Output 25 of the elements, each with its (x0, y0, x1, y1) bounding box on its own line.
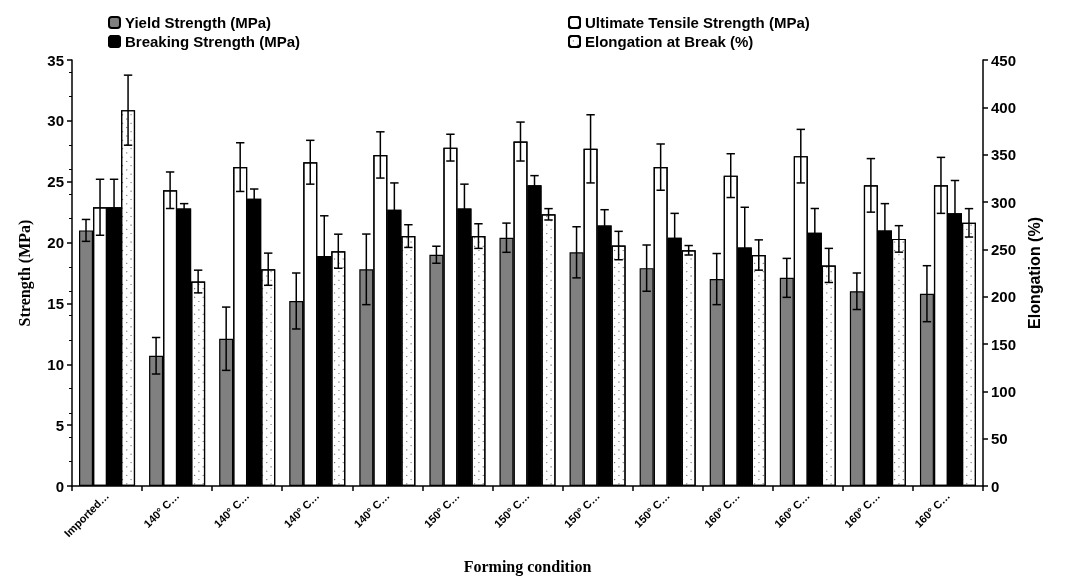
y-axis-title: Strength (MPa) (15, 219, 34, 327)
legend-label: Ultimate Tensile Strength (MPa) (585, 14, 810, 31)
y2-axis-title: Elongation (%) (1026, 217, 1044, 329)
y-tick-label: 20 (47, 234, 64, 252)
legend-label: Yield Strength (MPa) (125, 14, 272, 31)
y2-tick-label: 450 (991, 51, 1017, 69)
y-tick-label: 10 (47, 355, 64, 373)
y2-tick-label: 350 (991, 146, 1017, 164)
y2-tick-label: 0 (991, 477, 1000, 495)
y2-tick-label: 250 (991, 240, 1017, 258)
legend-label: Elongation at Break (%) (585, 33, 754, 50)
y-tick-label: 25 (47, 173, 64, 191)
x-axis-title: Forming condition (463, 557, 592, 576)
y2-tick-label: 200 (991, 288, 1017, 306)
y2-tick-label: 400 (991, 98, 1017, 116)
y2-tick-label: 50 (991, 430, 1008, 448)
y-tick-label: 5 (55, 416, 64, 434)
y-tick-label: 35 (47, 51, 64, 69)
legend-label: Breaking Strength (MPa) (125, 33, 301, 50)
y-tick-label: 0 (55, 477, 64, 495)
y-tick-label: 15 (47, 294, 64, 312)
y2-tick-label: 150 (991, 335, 1017, 353)
y-tick-label: 30 (47, 112, 64, 130)
y2-tick-label: 300 (991, 193, 1017, 211)
y2-tick-label: 100 (991, 382, 1017, 400)
